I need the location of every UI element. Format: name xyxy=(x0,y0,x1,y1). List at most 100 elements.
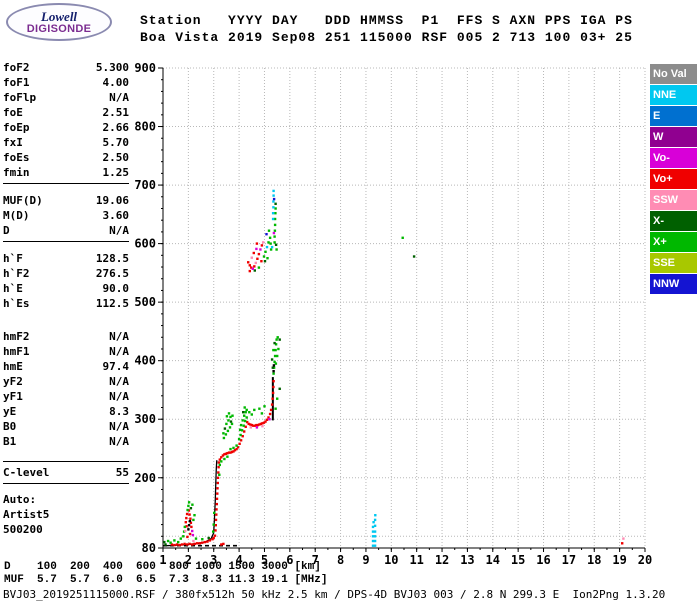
legend-item-x+: X+ xyxy=(650,232,697,252)
param-label: yF1 xyxy=(3,390,23,403)
legend-item-ssw: SSW xyxy=(650,190,697,210)
param-value: 97.4 xyxy=(102,360,130,373)
file-info: BVJ03_2019251115000.RSF / 380fx512h 50 k… xyxy=(3,588,666,601)
param-row-hf2: h`F2 276.5 xyxy=(3,266,129,281)
legend-item-vo-: Vo- xyxy=(650,148,697,168)
param-group: foF2 5.300 foF1 4.00 foFlp N/A foE 2.51 foEp 2.66… xyxy=(3,60,129,184)
param-label: fmin xyxy=(3,166,30,179)
param-label: hmF2 xyxy=(3,330,30,343)
legend-item-noval: No Val xyxy=(650,64,697,84)
param-value: 1.25 xyxy=(102,166,130,179)
legend-item-x-: X- xyxy=(650,211,697,231)
y-tick-label: 200 xyxy=(134,471,156,485)
legend-item-sse: SSE xyxy=(650,253,697,273)
param-value: 128.5 xyxy=(95,252,129,265)
y-tick-label: 700 xyxy=(134,178,156,192)
param-label: foEp xyxy=(3,121,30,134)
param-label: hmE xyxy=(3,360,23,373)
param-label: h`E xyxy=(3,282,23,295)
param-value: N/A xyxy=(109,435,129,448)
param-label: foF2 xyxy=(3,61,30,74)
param-label: h`F xyxy=(3,252,23,265)
param-row-foflp: foFlp N/A xyxy=(3,90,129,105)
param-row-fmin: fmin 1.25 xyxy=(3,165,129,180)
param-group: MUF(D) 19.06 M(D) 3.60 D N/A xyxy=(3,193,129,242)
param-label: B1 xyxy=(3,435,17,448)
station-header-line1: Station YYYY DAY DDD HMMSS P1 FFS S AXN … xyxy=(140,13,633,28)
param-row-yf1: yF1 N/A xyxy=(3,389,129,404)
legend-item-nne: NNE xyxy=(650,85,697,105)
x-tick-label: 1 xyxy=(159,553,166,567)
param-label: foEs xyxy=(3,151,30,164)
param-value: 2.50 xyxy=(102,151,130,164)
x-tick-label: 13 xyxy=(460,553,474,567)
plot-grid xyxy=(163,67,646,549)
y-tick-label: 600 xyxy=(134,237,156,251)
plot-data xyxy=(163,189,625,547)
dmuf-table: D 100 200 400 600 800 1000 1500 3000 [km… xyxy=(4,561,328,586)
legend-item-nnw: NNW xyxy=(650,274,697,294)
param-group: h`F 128.5 h`F2 276.5 h`E 90.0 h`Es 112.5 xyxy=(3,251,129,311)
param-value: N/A xyxy=(109,330,129,343)
param-label: B0 xyxy=(3,420,17,433)
param-label: h`Es xyxy=(3,297,30,310)
x-tick-label: 17 xyxy=(562,553,576,567)
param-label: D xyxy=(3,224,10,237)
param-label: C-level xyxy=(3,466,50,479)
param-value: 112.5 xyxy=(95,297,129,310)
param-value: 90.0 xyxy=(102,282,130,295)
param-row-fof2: foF2 5.300 xyxy=(3,60,129,75)
x-tick-label: 16 xyxy=(536,553,550,567)
logo-digisonde-text: DIGISONDE xyxy=(26,22,92,35)
y-tick-label: 800 xyxy=(134,120,156,134)
param-row-b1: B1 N/A xyxy=(3,434,129,449)
station-header-line2: Boa Vista 2019 Sep08 251 115000 RSF 005 … xyxy=(140,30,633,45)
logo-lowell-text: Lowell xyxy=(40,8,78,24)
param-footer-line: Artist5 xyxy=(3,508,50,521)
param-label: MUF(D) xyxy=(3,194,43,207)
param-value: 55 xyxy=(115,466,129,479)
param-panel: foF2 5.300 foF1 4.00 foFlp N/A foE 2.51 foEp 2.66… xyxy=(3,60,129,537)
param-group: hmF2 N/A hmF1 N/A hmE 97.4 yF2 N/A yF1 N/A yE 8.3 B0… xyxy=(3,329,129,449)
param-footer: Auto: Artist5 500200 xyxy=(3,492,129,537)
y-tick-label: 300 xyxy=(134,412,156,426)
x-tick-label: 20 xyxy=(638,553,652,567)
param-value: N/A xyxy=(109,375,129,388)
param-value: 276.5 xyxy=(95,267,129,280)
param-footer-line: Auto: xyxy=(3,493,37,506)
param-row-hme: hmE 97.4 xyxy=(3,359,129,374)
param-label: h`F2 xyxy=(3,267,30,280)
param-value: 19.06 xyxy=(95,194,129,207)
param-row-fof1: foF1 4.00 xyxy=(3,75,129,90)
param-value: 2.51 xyxy=(102,106,130,119)
param-label: foFlp xyxy=(3,91,37,104)
param-group: C-level 55 xyxy=(3,461,129,484)
x-tick-label: 7 xyxy=(312,553,319,567)
param-row-he: h`E 90.0 xyxy=(3,281,129,296)
x-tick-label: 19 xyxy=(612,553,626,567)
param-row-foep: foEp 2.66 xyxy=(3,120,129,135)
y-tick-label: 900 xyxy=(134,61,156,75)
param-label: fxI xyxy=(3,136,23,149)
x-tick-label: 2 xyxy=(185,553,192,567)
param-value: N/A xyxy=(109,420,129,433)
param-value: N/A xyxy=(109,91,129,104)
station-header: Station YYYY DAY DDD HMMSS P1 FFS S AXN … xyxy=(140,12,633,46)
param-value: 4.00 xyxy=(102,76,130,89)
y-tick-label: 500 xyxy=(134,295,156,309)
param-label: yE xyxy=(3,405,17,418)
x-tick-label: 14 xyxy=(486,553,500,567)
x-tick-label: 8 xyxy=(337,553,344,567)
param-row-foe: foE 2.51 xyxy=(3,105,129,120)
profile-line xyxy=(166,460,218,547)
param-label: hmF1 xyxy=(3,345,30,358)
x-tick-label: 18 xyxy=(587,553,601,567)
digisonde-logo: Lowell DIGISONDE xyxy=(6,3,112,41)
param-value: 8.3 xyxy=(109,405,129,418)
x-tick-label: 3 xyxy=(210,553,217,567)
param-row-yf2: yF2 N/A xyxy=(3,374,129,389)
param-row-foes: foEs 2.50 xyxy=(3,150,129,165)
